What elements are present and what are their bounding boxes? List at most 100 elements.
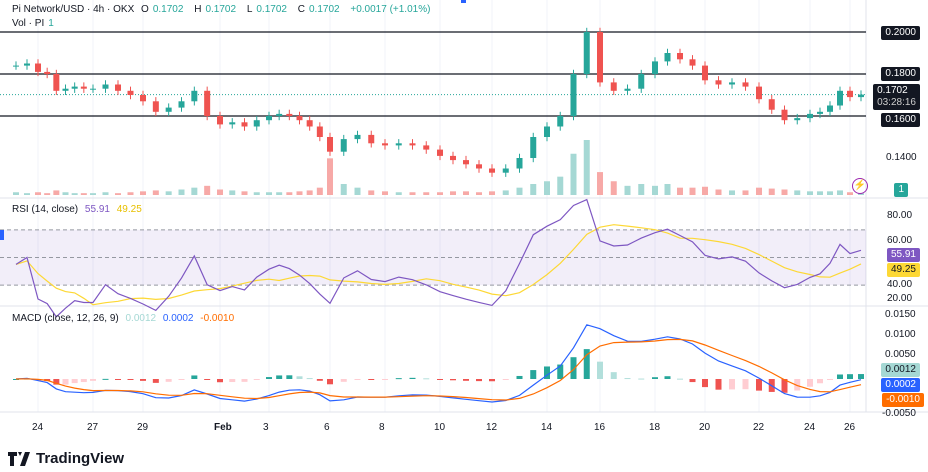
- volume-bar: [127, 192, 134, 195]
- candle: [165, 107, 172, 112]
- volume-bar: [178, 189, 185, 195]
- macd-histogram-bar: [368, 379, 375, 380]
- rsi-label[interactable]: RSI (14, close): [12, 204, 79, 215]
- macd-histogram-bar: [847, 374, 853, 379]
- macd-histogram-bar: [652, 377, 658, 379]
- macd-histogram-bar: [837, 374, 843, 379]
- candle: [35, 63, 41, 72]
- volume-bar: [80, 193, 87, 195]
- volume-legend: Vol · PI 1: [12, 18, 58, 30]
- volume-bar: [35, 192, 41, 195]
- volume-bar: [152, 190, 159, 195]
- candle: [296, 116, 303, 121]
- candle: [450, 155, 456, 161]
- level-tag-0200: 0.2000: [881, 26, 920, 40]
- macd-histogram-bar: [638, 378, 645, 380]
- last-price: 0.1702: [877, 85, 908, 96]
- volume-bar: [624, 185, 631, 195]
- candle: [530, 137, 537, 158]
- volume-bar: [583, 140, 590, 195]
- volume-bar: [53, 190, 60, 195]
- candle: [178, 101, 185, 108]
- volume-bar: [13, 192, 19, 195]
- last-price-tag: 0.1702 03:28:16: [873, 84, 920, 110]
- volume-bar: [62, 192, 69, 195]
- candle: [241, 122, 248, 127]
- volume-bar: [729, 190, 735, 195]
- volume-bar: [276, 192, 283, 195]
- volume-bar: [395, 192, 402, 195]
- macd-tick: -0.0050: [882, 408, 916, 419]
- symbol-legend: Pi Network/USD · 4h · OKX O 0.1702 H 0.170…: [12, 4, 434, 16]
- volume-bar: [241, 191, 248, 195]
- candle: [266, 116, 272, 121]
- candle: [742, 82, 749, 87]
- rsi-ma-line: [15, 224, 862, 306]
- time-tick: 29: [137, 422, 149, 433]
- candle: [624, 88, 631, 91]
- candle: [463, 160, 469, 165]
- candle: [140, 95, 146, 102]
- macd-histogram-bar: [689, 379, 696, 383]
- volume-bar: [44, 193, 51, 195]
- volume-bar: [781, 189, 788, 195]
- candle: [768, 99, 775, 110]
- volume-bar: [664, 184, 671, 195]
- candle: [152, 101, 159, 112]
- volume-tag: 1: [894, 183, 908, 197]
- macd-histogram-bar: [204, 379, 211, 380]
- candle: [664, 53, 671, 62]
- volume-bar: [423, 192, 430, 195]
- macd-signal-value: -0.0010: [200, 313, 235, 324]
- time-tick: 10: [434, 422, 446, 433]
- candle: [610, 82, 617, 91]
- volume-bar: [296, 191, 303, 195]
- volume-bar: [742, 190, 749, 195]
- macd-histogram-bar: [742, 379, 749, 390]
- tradingview-logo[interactable]: TradingView: [8, 450, 124, 467]
- macd-histogram-bar: [583, 349, 590, 379]
- macd-histogram-bar: [610, 372, 617, 379]
- macd-line: [15, 324, 862, 403]
- volume-label[interactable]: Vol · PI: [12, 18, 45, 29]
- time-tick: 24: [804, 422, 816, 433]
- low-label: L: [246, 4, 253, 15]
- symbol-title[interactable]: Pi Network/USD · 4h · OKX: [12, 4, 135, 15]
- volume-bar: [610, 181, 617, 195]
- time-tick: 18: [649, 422, 661, 433]
- macd-histogram-bar: [409, 377, 416, 379]
- candle: [62, 88, 69, 91]
- macd-histogram-bar: [276, 375, 283, 379]
- macd-histogram-bar: [807, 379, 813, 387]
- candle: [583, 32, 590, 74]
- macd-hist-tag: 0.0012: [881, 363, 920, 377]
- chart-canvas[interactable]: [0, 0, 928, 440]
- volume-bar: [165, 191, 172, 195]
- macd-histogram-bar: [597, 361, 603, 379]
- macd-histogram-bar: [229, 379, 236, 383]
- volume-bar: [71, 193, 78, 195]
- macd-histogram-bar: [296, 376, 303, 379]
- volume-bar: [489, 191, 495, 195]
- candle: [489, 168, 495, 173]
- macd-histogram-bar: [794, 379, 801, 391]
- rsi-ma-value: 49.25: [116, 204, 142, 215]
- candle: [794, 118, 801, 121]
- candle: [858, 94, 864, 98]
- macd-histogram-bar: [354, 379, 361, 380]
- candle: [729, 82, 735, 85]
- candle: [327, 137, 333, 152]
- macd-histogram-bar: [340, 379, 347, 382]
- macd-histogram-bar: [127, 379, 134, 380]
- candle: [71, 86, 78, 89]
- macd-histogram-bar: [90, 379, 96, 381]
- lightning-icon[interactable]: ⚡: [852, 178, 868, 194]
- time-tick: 3: [263, 422, 269, 433]
- macd-label[interactable]: MACD (close, 12, 26, 9): [12, 313, 119, 324]
- close-label: C: [297, 4, 305, 15]
- macd-line-value: 0.0002: [162, 313, 194, 324]
- candle: [217, 116, 223, 125]
- close-value: 0.1702: [308, 4, 340, 15]
- macd-histogram-bar: [395, 378, 402, 380]
- volume-bar: [286, 192, 293, 195]
